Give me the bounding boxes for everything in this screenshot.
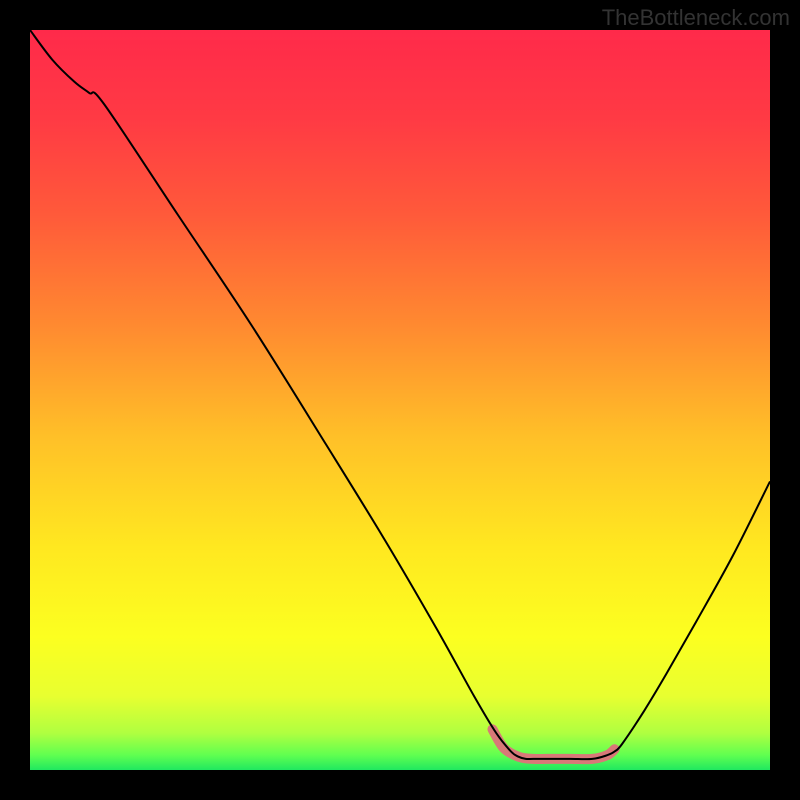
watermark-text: TheBottleneck.com (602, 5, 790, 31)
curve-overlay (30, 30, 770, 770)
chart-container (30, 30, 770, 770)
highlight-segment (493, 729, 615, 759)
bottleneck-curve (30, 30, 770, 759)
